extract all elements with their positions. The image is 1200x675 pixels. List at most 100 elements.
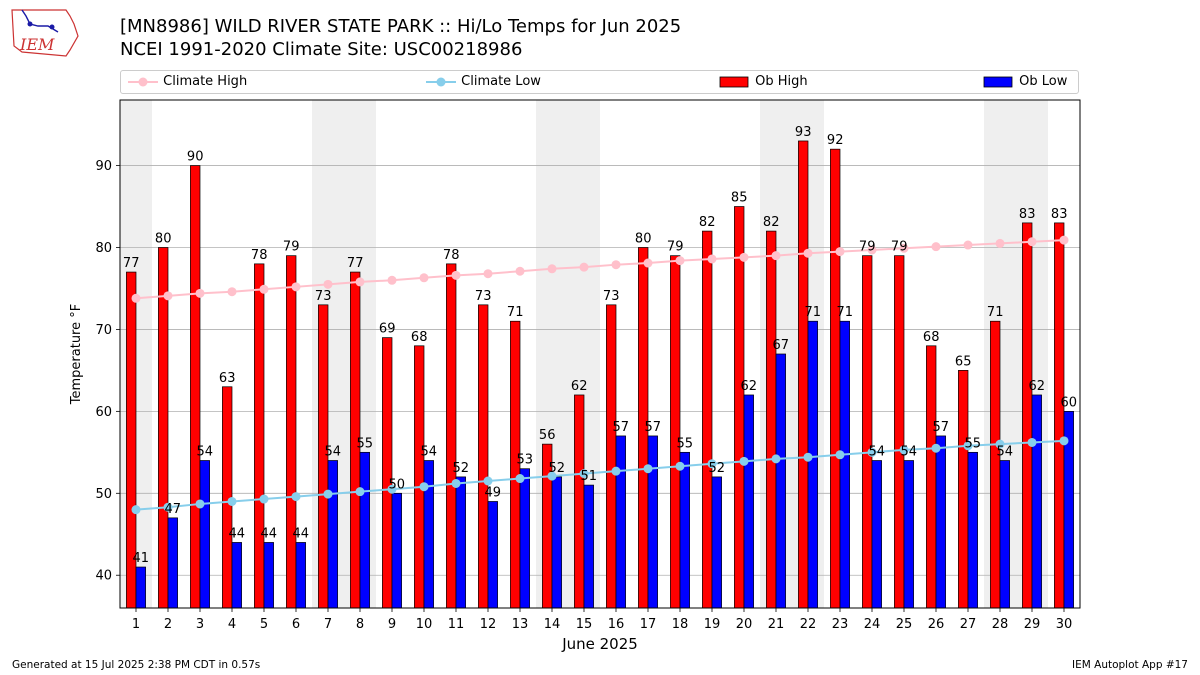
ob-low-bar [775, 353, 786, 609]
climate-high-point [611, 260, 621, 270]
ob-high-bar [702, 230, 713, 609]
x-tick-label: 22 [800, 617, 817, 632]
ob-low-label: 62 [1029, 379, 1046, 394]
y-axis-label: Temperature °F [69, 304, 84, 405]
ob-low-bar [615, 435, 626, 609]
legend-climate-low: Climate Low [425, 74, 541, 89]
ob-low-bar [935, 435, 946, 609]
climate-low-point [291, 492, 301, 502]
x-tick-label: 8 [356, 617, 364, 632]
climate-low-point [899, 445, 909, 455]
ob-high-label: 78 [443, 248, 460, 263]
climate-high-line [135, 239, 1065, 300]
climate-low-point [739, 456, 749, 466]
ob-low-bar [295, 542, 306, 609]
ob-high-bar [990, 320, 1001, 609]
ob-high-bar [1022, 222, 1033, 609]
x-tick-label: 16 [608, 617, 625, 632]
ob-high-label: 77 [347, 256, 364, 271]
climate-low-point [771, 454, 781, 464]
ob-high-bar [862, 255, 873, 609]
ob-low-label: 54 [197, 445, 214, 460]
ob-high-bar [958, 370, 969, 609]
climate-low-point [803, 452, 813, 462]
climate-high-point [131, 293, 141, 303]
climate-high-point [451, 270, 461, 280]
climate-high-point [963, 240, 973, 250]
x-tick-label: 6 [292, 617, 300, 632]
footer-generated: Generated at 15 Jul 2025 2:38 PM CDT in … [12, 659, 261, 671]
ob-low-label: 54 [869, 445, 886, 460]
ob-low-label: 53 [517, 453, 534, 468]
x-tick-label: 7 [324, 617, 332, 632]
ob-high-label: 82 [763, 215, 780, 230]
ob-high-bar [1054, 222, 1065, 609]
ob-high-bar [830, 148, 841, 609]
x-tick-label: 19 [704, 617, 721, 632]
x-tick-label: 15 [576, 617, 593, 632]
legend-climate-high: Climate High [127, 74, 247, 89]
ob-low-bar [999, 460, 1010, 609]
ob-low-bar [231, 542, 242, 609]
climate-low-point [419, 482, 429, 492]
ob-high-label: 82 [699, 215, 716, 230]
ob-low-label: 54 [997, 445, 1014, 460]
ob-high-label: 83 [1051, 207, 1068, 222]
ob-high-bar [414, 345, 425, 609]
climate-high-point [995, 238, 1005, 248]
chart-legend: Climate High Climate Low Ob High Ob Low [120, 70, 1079, 94]
ob-high-bar [926, 345, 937, 609]
ob-high-bar [574, 394, 585, 609]
ob-low-label: 47 [165, 502, 182, 517]
chart-title: [MN8986] WILD RIVER STATE PARK :: Hi/Lo … [120, 16, 682, 37]
climate-low-point [547, 471, 557, 481]
ob-low-bar [743, 394, 754, 609]
y-tick-label: 90 [95, 159, 112, 174]
x-tick-label: 26 [928, 617, 945, 632]
ob-high-label: 68 [923, 330, 940, 345]
climate-low-point [195, 499, 205, 509]
ob-high-bar [766, 230, 777, 609]
climate-low-point [707, 459, 717, 469]
ob-high-label: 93 [795, 125, 812, 140]
climate-high-point [1027, 237, 1037, 247]
ob-low-label: 44 [261, 526, 278, 541]
ob-high-bar [478, 304, 489, 609]
x-tick-label: 29 [1024, 617, 1041, 632]
x-axis-label: June 2025 [561, 635, 638, 653]
ob-high-bar [158, 247, 169, 609]
climate-high-point [259, 284, 269, 294]
ob-high-label: 68 [411, 330, 428, 345]
ob-high-bar [190, 165, 201, 609]
x-tick-label: 24 [864, 617, 881, 632]
ob-high-bar [382, 337, 393, 609]
ob-low-label: 57 [645, 420, 662, 435]
chart-subtitle: NCEI 1991-2020 Climate Site: USC00218986 [120, 39, 523, 60]
x-tick-label: 11 [448, 617, 465, 632]
ob-high-label: 65 [955, 354, 972, 369]
climate-high-point [323, 279, 333, 289]
climate-low-point [1027, 437, 1037, 447]
climate-low-point [611, 466, 621, 476]
ob-high-label: 83 [1019, 207, 1036, 222]
ob-low-label: 55 [357, 436, 374, 451]
x-tick-label: 5 [260, 617, 268, 632]
ob-low-bar [679, 451, 690, 609]
climate-high-point [835, 247, 845, 257]
ob-low-bar [167, 517, 178, 609]
climate-low-point [995, 439, 1005, 449]
ob-high-label: 71 [987, 305, 1004, 320]
climate-low-point [579, 469, 589, 479]
ob-high-label: 90 [187, 150, 204, 165]
ob-low-bar [455, 476, 466, 609]
climate-low-point [227, 496, 237, 506]
climate-high-point [163, 291, 173, 301]
x-tick-label: 14 [544, 617, 561, 632]
iem-logo: IEM [8, 6, 80, 58]
climate-low-point [355, 487, 365, 497]
ob-high-label: 62 [571, 379, 588, 394]
x-tick-label: 10 [416, 617, 433, 632]
ob-low-label: 71 [837, 305, 854, 320]
ob-low-bar [871, 460, 882, 609]
